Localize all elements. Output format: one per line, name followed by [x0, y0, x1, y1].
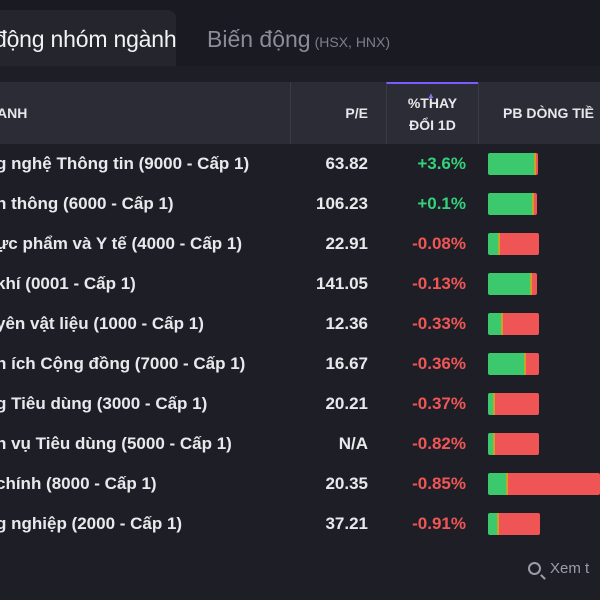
tab-market-movement[interactable]: Biến động (HSX, HNX): [207, 26, 390, 53]
outflow-segment: [526, 353, 539, 375]
inflow-segment: [488, 353, 524, 375]
change-1d-value: +0.1%: [417, 194, 466, 213]
header-change-line1: %THAY: [407, 95, 458, 111]
pe-value: 63.82: [325, 154, 368, 173]
sector-name[interactable]: n thông (6000 - Cấp 1): [0, 194, 174, 213]
change-1d-value: -0.33%: [412, 314, 466, 333]
zoom-icon: [528, 562, 541, 575]
table-header: ANH P/E ▲ %THAY ĐỔI 1D PB DÒNG TIỀ: [0, 82, 600, 144]
pe-value: 37.21: [325, 514, 368, 533]
change-1d-value: -0.08%: [412, 234, 466, 253]
money-flow-bar: [488, 513, 540, 535]
table-row[interactable]: g nghệ Thông tin (9000 - Cấp 1) 63.82 +3.6…: [0, 144, 600, 184]
money-flow-bar: [488, 393, 539, 415]
tab-market-movement-label: Biến động: [207, 26, 311, 52]
change-1d-value: +3.6%: [417, 154, 466, 173]
pe-value: 22.91: [325, 234, 368, 253]
pe-value: 16.67: [325, 354, 368, 373]
table-row[interactable]: n thông (6000 - Cấp 1) 106.23 +0.1%: [0, 184, 600, 224]
change-1d-value: -0.85%: [412, 474, 466, 493]
header-change-1d[interactable]: ▲ %THAY ĐỔI 1D: [386, 82, 478, 144]
header-change-line2: ĐỔI 1D: [409, 117, 456, 133]
pe-value: 12.36: [325, 314, 368, 333]
outflow-segment: [500, 233, 539, 255]
money-flow-bar: [488, 273, 537, 295]
outflow-segment: [495, 393, 539, 415]
neutral-segment: [493, 393, 495, 415]
header-sector-name[interactable]: ANH: [0, 105, 28, 121]
neutral-segment: [534, 153, 536, 175]
neutral-segment: [530, 273, 532, 295]
outflow-segment: [503, 313, 539, 335]
table-row[interactable]: h ích Cộng đồng (7000 - Cấp 1) 16.67 -0.36…: [0, 344, 600, 384]
sector-name[interactable]: g nghiệp (2000 - Cấp 1): [0, 514, 183, 533]
neutral-segment: [498, 233, 500, 255]
outflow-segment: [534, 193, 537, 215]
view-more-label: Xem t: [550, 560, 590, 577]
tab-market-movement-exchanges: (HSX, HNX): [314, 34, 391, 50]
table-row[interactable]: h vụ Tiêu dùng (5000 - Cấp 1) N/A -0.82%: [0, 424, 600, 464]
money-flow-bar: [488, 233, 539, 255]
money-flow-bar: [488, 433, 539, 455]
sector-name[interactable]: g Tiêu dùng (3000 - Cấp 1): [0, 394, 208, 413]
outflow-segment: [508, 473, 600, 495]
sector-name[interactable]: khí (0001 - Cấp 1): [0, 274, 136, 293]
money-flow-bar: [488, 193, 537, 215]
change-1d-value: -0.13%: [412, 274, 466, 293]
pe-value: 141.05: [316, 274, 368, 293]
header-money-flow[interactable]: PB DÒNG TIỀ: [478, 82, 600, 144]
pe-value: 20.35: [325, 474, 368, 493]
inflow-segment: [488, 473, 506, 495]
change-1d-value: -0.82%: [412, 434, 466, 453]
table-row[interactable]: khí (0001 - Cấp 1) 141.05 -0.13%: [0, 264, 600, 304]
tab-sector-movement-label: động nhóm ngành: [0, 26, 177, 52]
sector-name[interactable]: g nghệ Thông tin (9000 - Cấp 1): [0, 154, 250, 173]
table-row[interactable]: ực phẩm và Y tế (4000 - Cấp 1) 22.91 -0.08…: [0, 224, 600, 264]
neutral-segment: [532, 193, 534, 215]
money-flow-bar: [488, 313, 539, 335]
sector-name[interactable]: ực phẩm và Y tế (4000 - Cấp 1): [0, 234, 243, 253]
neutral-segment: [506, 473, 508, 495]
inflow-segment: [488, 433, 493, 455]
pe-value: N/A: [338, 434, 368, 453]
sector-name[interactable]: h vụ Tiêu dùng (5000 - Cấp 1): [0, 434, 232, 453]
table-row[interactable]: g Tiêu dùng (3000 - Cấp 1) 20.21 -0.37%: [0, 384, 600, 424]
pe-value: 20.21: [325, 394, 368, 413]
neutral-segment: [497, 513, 499, 535]
inflow-segment: [488, 393, 493, 415]
inflow-segment: [488, 193, 532, 215]
change-1d-value: -0.37%: [412, 394, 466, 413]
change-1d-value: -0.36%: [412, 354, 466, 373]
inflow-segment: [488, 513, 497, 535]
inflow-segment: [488, 313, 501, 335]
table-row[interactable]: g nghiệp (2000 - Cấp 1) 37.21 -0.91%: [0, 504, 600, 544]
outflow-segment: [495, 433, 539, 455]
outflow-segment: [536, 153, 538, 175]
neutral-segment: [493, 433, 495, 455]
sector-name[interactable]: h ích Cộng đồng (7000 - Cấp 1): [0, 354, 246, 373]
neutral-segment: [524, 353, 526, 375]
inflow-segment: [488, 153, 534, 175]
sort-up-icon: ▲: [427, 91, 435, 100]
change-1d-value: -0.91%: [412, 514, 466, 533]
view-more-link[interactable]: Xem t: [528, 560, 589, 577]
table-row[interactable]: yên vật liệu (1000 - Cấp 1) 12.36 -0.33%: [0, 304, 600, 344]
money-flow-bar: [488, 473, 600, 495]
money-flow-bar: [488, 353, 539, 375]
money-flow-bar: [488, 153, 538, 175]
outflow-segment: [499, 513, 540, 535]
tab-bar: động nhóm ngành Biến động (HSX, HNX): [0, 0, 600, 66]
outflow-segment: [532, 273, 537, 295]
table-row[interactable]: chính (8000 - Cấp 1) 20.35 -0.85%: [0, 464, 600, 504]
tab-sector-movement[interactable]: động nhóm ngành: [0, 10, 177, 66]
sector-name[interactable]: yên vật liệu (1000 - Cấp 1): [0, 314, 204, 333]
sector-table-body: g nghệ Thông tin (9000 - Cấp 1) 63.82 +3.6…: [0, 144, 600, 544]
neutral-segment: [501, 313, 503, 335]
inflow-segment: [488, 233, 498, 255]
header-pe[interactable]: P/E: [290, 82, 374, 144]
pe-value: 106.23: [316, 194, 368, 213]
inflow-segment: [488, 273, 530, 295]
sector-name[interactable]: chính (8000 - Cấp 1): [0, 474, 157, 493]
